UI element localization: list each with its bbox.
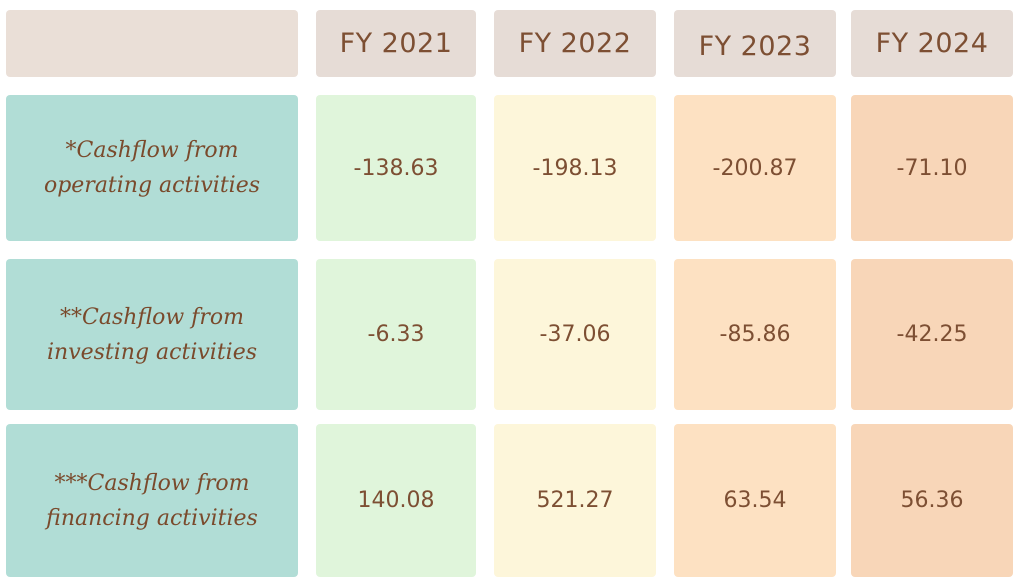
table-cell-investing-fy2024: -42.25 bbox=[851, 259, 1013, 410]
table-corner bbox=[6, 10, 298, 77]
row-label-line2: financing activities bbox=[46, 505, 258, 531]
column-header-fy2022: FY 2022 bbox=[494, 10, 656, 77]
row-label-line2: investing activities bbox=[46, 339, 258, 365]
table-cell-operating-fy2021: -138.63 bbox=[316, 95, 476, 241]
table-cell-investing-fy2023: -85.86 bbox=[674, 259, 836, 410]
table-cell-financing-fy2024: 56.36 bbox=[851, 424, 1013, 577]
row-label-line1: ***Cashflow from bbox=[54, 470, 250, 496]
row-label-line2: operating activities bbox=[43, 173, 261, 198]
table-cell-operating-fy2022: -198.13 bbox=[494, 95, 656, 241]
table-cell-financing-fy2022: 521.27 bbox=[494, 424, 656, 577]
table-cell-financing-fy2021: 140.08 bbox=[316, 424, 476, 577]
row-label-line1: **Cashflow from bbox=[60, 304, 244, 330]
row-label-financing: ***Cashflow from financing activities bbox=[6, 424, 298, 577]
column-header-fy2023: FY 2023 bbox=[674, 10, 836, 77]
row-label-line1: *Cashflow from bbox=[65, 138, 239, 163]
row-label-investing: **Cashflow from investing activities bbox=[6, 259, 298, 410]
table-cell-financing-fy2023: 63.54 bbox=[674, 424, 836, 577]
column-header-fy2024: FY 2024 bbox=[851, 10, 1013, 77]
table-cell-investing-fy2022: -37.06 bbox=[494, 259, 656, 410]
table-cell-operating-fy2024: -71.10 bbox=[851, 95, 1013, 241]
table-cell-investing-fy2021: -6.33 bbox=[316, 259, 476, 410]
row-label-operating: *Cashflow from operating activities bbox=[6, 95, 298, 241]
table-cell-operating-fy2023: -200.87 bbox=[674, 95, 836, 241]
column-header-fy2021: FY 2021 bbox=[316, 10, 476, 77]
